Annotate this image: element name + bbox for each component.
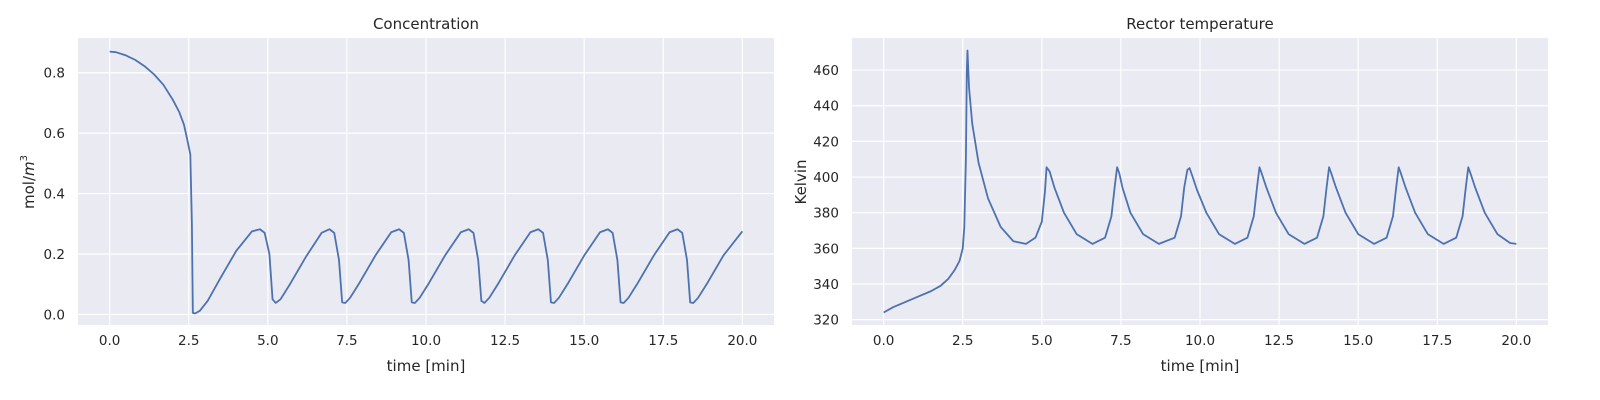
- temperature-x-axis-label: time [min]: [1161, 357, 1240, 375]
- concentration-x-tick-label: 17.5: [648, 333, 678, 349]
- temperature-y-tick-label: 360: [813, 241, 839, 257]
- concentration-x-tick-label: 5.0: [257, 333, 278, 349]
- concentration-x-tick-label: 20.0: [727, 333, 757, 349]
- concentration-x-axis-label: time [min]: [387, 357, 466, 375]
- temperature-x-tick-label: 5.0: [1031, 333, 1052, 349]
- temperature-x-tick-label: 7.5: [1110, 333, 1131, 349]
- concentration-y-axis-label-exp: 3: [19, 155, 30, 161]
- temperature-x-tick-label: 2.5: [952, 333, 973, 349]
- concentration-series: [109, 50, 744, 315]
- concentration-y-tick-label: 0.6: [44, 126, 65, 142]
- temperature-x-tick-label: 10.0: [1185, 333, 1215, 349]
- temperature-x-tick-label: 0.0: [873, 333, 894, 349]
- concentration-y-tick-label: 0.4: [44, 187, 65, 203]
- temperature-y-ticks: 320 340 360 380 400 420 440 460: [813, 63, 839, 329]
- concentration-y-ticks: 0.0 0.2 0.4 0.6 0.8: [44, 66, 65, 324]
- temperature-x-ticks: 0.0 2.5 5.0 7.5 10.0 12.5 15.0 17.5 20.0: [873, 333, 1532, 349]
- temperature-y-tick-label: 400: [813, 170, 839, 186]
- temperature-series-line: [883, 49, 1517, 314]
- concentration-x-tick-label: 0.0: [99, 333, 120, 349]
- temperature-series: [883, 49, 1517, 314]
- concentration-x-tick-label: 2.5: [178, 333, 199, 349]
- temperature-x-tick-label: 15.0: [1343, 333, 1373, 349]
- concentration-x-tick-label: 7.5: [336, 333, 357, 349]
- concentration-y-tick-label: 0.2: [44, 247, 65, 263]
- temperature-y-tick-label: 420: [813, 134, 839, 150]
- concentration-panel: 0.0 2.5 5.0 7.5 10.0 12.5 15.0 17.5 20.0 0.00.20…: [19, 15, 774, 375]
- concentration-x-ticks: 0.0 2.5 5.0 7.5 10.0 12.5 15.0 17.5 20.0: [99, 333, 758, 349]
- concentration-y-axis-label: mol/m3: [19, 155, 38, 209]
- temperature-y-tick-label: 380: [813, 206, 839, 222]
- concentration-grid: [78, 38, 774, 325]
- concentration-x-tick-label: 12.5: [490, 333, 520, 349]
- temperature-y-tick-label: 340: [813, 277, 839, 293]
- temperature-y-tick-label: 460: [813, 63, 839, 79]
- temperature-y-tick-label: 320: [813, 313, 839, 329]
- concentration-title: Concentration: [373, 15, 479, 33]
- temperature-y-axis-label: Kelvin: [792, 159, 810, 204]
- concentration-y-axis-label-var: m: [20, 161, 38, 176]
- temperature-x-tick-label: 20.0: [1501, 333, 1531, 349]
- concentration-y-tick-label: 0.8: [44, 66, 65, 82]
- temperature-x-tick-label: 17.5: [1422, 333, 1452, 349]
- temperature-x-tick-label: 12.5: [1264, 333, 1294, 349]
- temperature-y-tick-label: 440: [813, 99, 839, 115]
- temperature-title: Rector temperature: [1126, 15, 1274, 33]
- concentration-y-tick-label: 0.0: [44, 307, 65, 323]
- temperature-panel: 0.0 2.5 5.0 7.5 10.0 12.5 15.0 17.5 20.0 3203403…: [792, 15, 1548, 375]
- concentration-x-tick-label: 15.0: [569, 333, 599, 349]
- concentration-series-line: [109, 50, 744, 315]
- concentration-x-tick-label: 10.0: [411, 333, 441, 349]
- concentration-y-axis-label-base: mol/: [20, 175, 38, 209]
